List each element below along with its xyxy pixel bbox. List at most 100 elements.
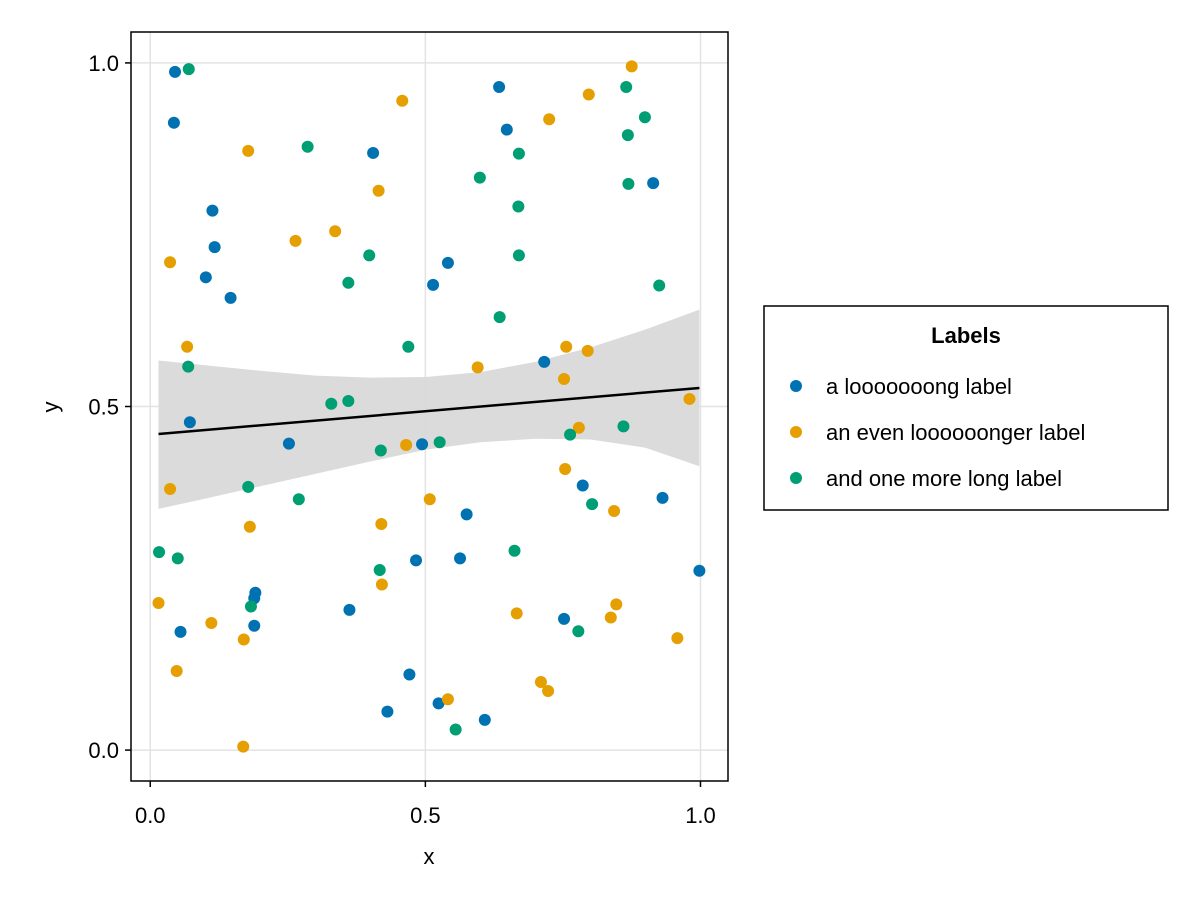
data-point <box>199 271 212 284</box>
data-point <box>374 444 387 457</box>
data-point <box>343 603 356 616</box>
legend-marker <box>790 472 802 484</box>
data-point <box>441 256 454 269</box>
legend-marker <box>790 426 802 438</box>
data-point <box>242 480 255 493</box>
data-point <box>248 619 261 632</box>
data-point <box>183 416 196 429</box>
data-point <box>449 723 462 736</box>
data-point <box>512 249 525 262</box>
data-point <box>164 256 177 269</box>
data-point <box>617 420 630 433</box>
x-tick-label: 0.0 <box>135 803 166 828</box>
data-point <box>683 392 696 405</box>
data-point <box>558 373 571 386</box>
data-point <box>169 65 182 78</box>
tick-marks <box>125 62 702 787</box>
data-points-layer <box>152 60 706 753</box>
fit-line <box>158 386 700 436</box>
data-point <box>558 612 571 625</box>
legend-title: Labels <box>931 323 1001 348</box>
data-point <box>171 552 184 565</box>
data-point <box>363 249 376 262</box>
data-point <box>478 713 491 726</box>
legend-marker <box>790 380 802 392</box>
data-point <box>471 361 484 374</box>
data-point <box>647 177 660 190</box>
data-point <box>493 311 506 324</box>
data-point <box>500 123 513 136</box>
data-point <box>244 600 257 613</box>
data-point <box>460 508 473 521</box>
data-point <box>182 63 195 76</box>
data-point <box>164 482 177 495</box>
data-point <box>433 436 446 449</box>
data-point <box>292 493 305 506</box>
data-point <box>181 340 194 353</box>
data-point <box>325 397 338 410</box>
data-point <box>372 184 385 197</box>
data-point <box>608 504 621 517</box>
data-point <box>396 94 409 107</box>
data-point <box>423 493 436 506</box>
data-point <box>167 116 180 129</box>
data-point <box>693 564 706 577</box>
data-point <box>656 491 669 504</box>
data-point <box>441 693 454 706</box>
data-point <box>170 665 183 678</box>
data-point <box>416 438 429 451</box>
data-point <box>559 463 572 476</box>
data-point <box>543 113 556 126</box>
data-point <box>653 279 666 292</box>
data-point <box>153 546 166 559</box>
x-axis-label: x <box>424 844 435 869</box>
data-point <box>582 88 595 101</box>
legend-entry-label: an even loooooonger label <box>826 420 1085 445</box>
data-point <box>289 234 302 247</box>
x-tick-label: 0.5 <box>410 803 441 828</box>
data-point <box>237 633 250 646</box>
data-point <box>508 544 521 557</box>
data-point <box>493 80 506 93</box>
data-point <box>402 340 415 353</box>
data-point <box>301 140 314 153</box>
confidence-band <box>158 309 700 509</box>
data-point <box>560 340 573 353</box>
data-point <box>671 632 684 645</box>
data-point <box>174 625 187 638</box>
data-point <box>329 225 342 238</box>
data-point <box>342 395 355 408</box>
data-point <box>205 616 218 629</box>
data-point <box>621 129 634 142</box>
legend-entry-label: a looooooong label <box>826 374 1012 399</box>
data-point <box>282 437 295 450</box>
y-tick-label: 1.0 <box>88 51 119 76</box>
data-point <box>620 80 633 93</box>
y-tick-label: 0.5 <box>88 395 119 420</box>
data-point <box>473 171 486 184</box>
data-point <box>564 428 577 441</box>
data-point <box>572 625 585 638</box>
data-point <box>572 421 585 434</box>
confidence-band-layer <box>158 309 700 509</box>
data-point <box>243 520 256 533</box>
data-point <box>400 438 413 451</box>
data-point <box>542 684 555 697</box>
data-point <box>625 60 638 73</box>
data-point <box>381 705 394 718</box>
data-point <box>373 564 386 577</box>
y-tick-label: 0.0 <box>88 738 119 763</box>
data-point <box>375 578 388 591</box>
data-point <box>586 498 599 511</box>
data-point <box>410 554 423 567</box>
data-point <box>512 200 525 213</box>
data-point <box>538 355 551 368</box>
legend-box <box>763 305 1169 511</box>
data-point <box>604 611 617 624</box>
data-point <box>510 607 523 620</box>
data-point <box>622 177 635 190</box>
data-point <box>367 146 380 159</box>
y-axis-label: y <box>38 402 63 413</box>
data-point <box>342 276 355 289</box>
